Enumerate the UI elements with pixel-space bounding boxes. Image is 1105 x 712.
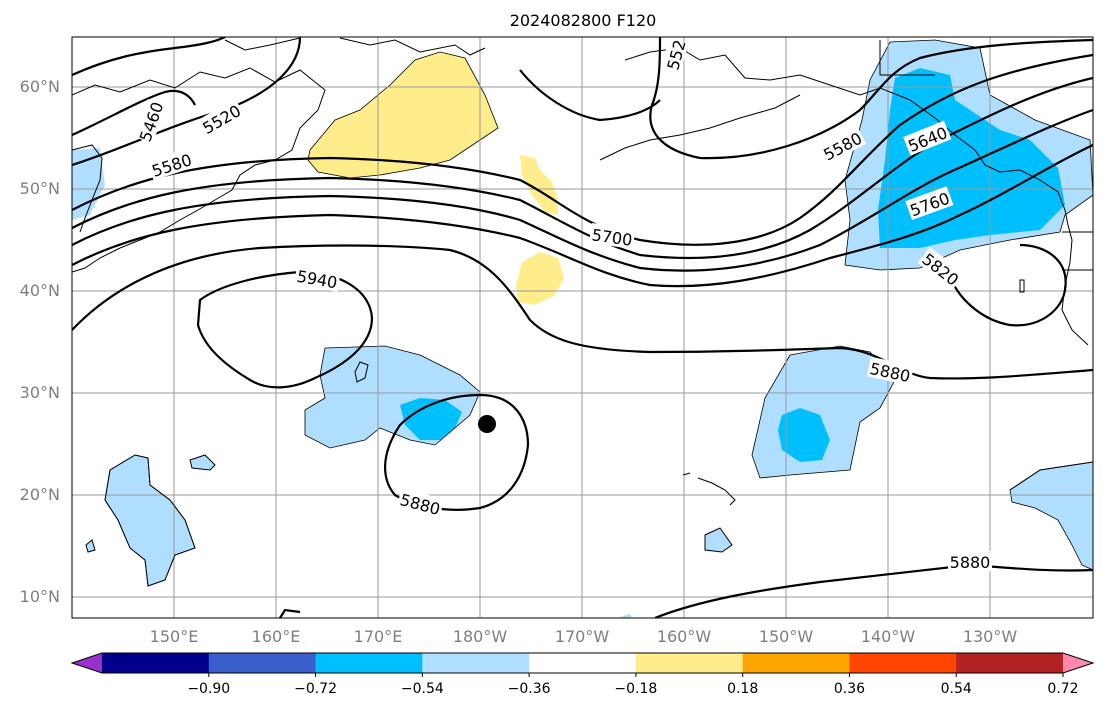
- lon-label: 160°E: [252, 627, 301, 646]
- lon-label: 140°W: [861, 627, 916, 646]
- lon-label: 150°W: [759, 627, 814, 646]
- lat-label: 60°N: [20, 77, 60, 96]
- colorbar-tick-label: 0.36: [834, 681, 865, 697]
- colorbar-tick-label: −0.72: [294, 681, 337, 697]
- gridlines: [72, 37, 1093, 618]
- colorbar-swatch: [422, 653, 530, 673]
- storm-center-marker: [478, 415, 496, 433]
- lat-label: 20°N: [20, 485, 60, 504]
- lon-label: 170°W: [555, 627, 610, 646]
- lat-label: 50°N: [20, 179, 60, 198]
- colorbar-swatch: [102, 653, 210, 673]
- plot-area: 5460 5520 5580 5580 5640 5700 5760 5820 …: [72, 37, 1093, 618]
- plot-frame: [71, 36, 1094, 619]
- colorbar-tick-label: −0.90: [187, 681, 230, 697]
- colorbar-swatch: [849, 653, 957, 673]
- colorbar-tick-label: 0.72: [1047, 681, 1078, 697]
- lat-label: 30°N: [20, 383, 60, 402]
- colorbar-tick-label: 0.18: [727, 681, 758, 697]
- contour-label: 5880: [950, 553, 991, 572]
- colorbar-outline: [70, 652, 1095, 674]
- lat-label: 40°N: [20, 281, 60, 300]
- lat-label: 10°N: [20, 587, 60, 606]
- lon-label: 150°E: [150, 627, 199, 646]
- latitude-labels: 60°N 50°N 40°N 30°N 20°N 10°N: [20, 77, 60, 606]
- colorbar-min-extend: [72, 653, 102, 673]
- longitude-labels: 150°E 160°E 170°E 180°W 170°W 160°W 150°…: [150, 627, 1018, 646]
- colorbar-tick-label: −0.54: [401, 681, 444, 697]
- colorbar-swatch: [529, 653, 637, 673]
- colorbar-tick-label: −0.18: [614, 681, 657, 697]
- colorbar-tick-label: 0.54: [941, 681, 972, 697]
- colorbar: −0.90 −0.72 −0.54 −0.36 −0.18 0.18 0.36 0.54 0.7…: [70, 652, 1095, 697]
- colorbar-swatch: [742, 653, 850, 673]
- colorbar-max-extend: [1063, 653, 1093, 673]
- colorbar-swatch: [315, 653, 423, 673]
- map-title: 2024082800 F120: [510, 11, 657, 30]
- positive-anomaly-fill: [308, 52, 564, 305]
- colorbar-swatch: [635, 653, 744, 673]
- lon-label: 180°W: [453, 627, 508, 646]
- lon-label: 170°E: [354, 627, 403, 646]
- colorbar-swatch: [208, 653, 317, 673]
- lon-label: 160°W: [657, 627, 712, 646]
- colorbar-swatch: [956, 653, 1064, 673]
- colorbar-tick-label: −0.36: [508, 681, 551, 697]
- lon-label: 130°W: [963, 627, 1018, 646]
- height-contours: [72, 37, 1093, 618]
